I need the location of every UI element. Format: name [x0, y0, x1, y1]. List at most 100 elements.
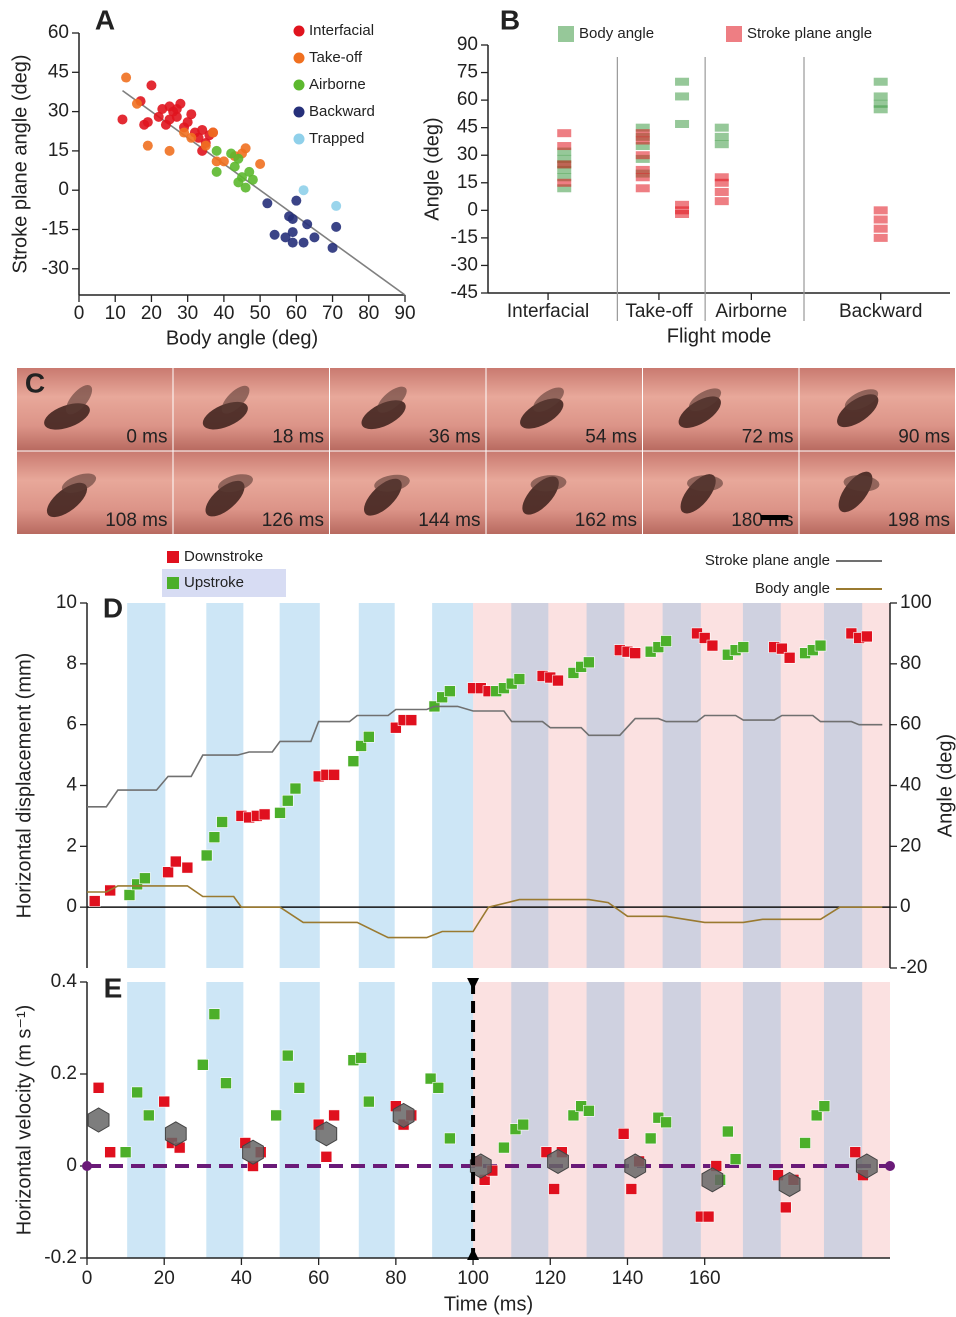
data-point: [240, 143, 251, 154]
data-point: [270, 1109, 282, 1122]
data-point: [208, 127, 219, 138]
data-point: [328, 769, 340, 781]
upstroke-band: [823, 982, 863, 1258]
y-tick-label: 30: [48, 101, 69, 122]
data-point: [557, 178, 572, 187]
y-tick-label: 60: [457, 89, 478, 110]
data-point: [698, 632, 711, 644]
x-tick-label: 80: [358, 303, 379, 324]
data-point: [216, 816, 228, 828]
video-frame: [643, 451, 799, 534]
legend-label: Backward: [309, 103, 375, 120]
data-point: [548, 1183, 560, 1195]
angle-line: [87, 885, 883, 939]
wing: [377, 386, 407, 413]
data-point: [211, 156, 222, 167]
data-point: [274, 807, 286, 819]
data-point: [281, 794, 294, 807]
data-point: [390, 721, 402, 734]
legend-highlight: [162, 569, 286, 597]
upstroke-band: [742, 982, 781, 1258]
data-point: [169, 855, 182, 868]
data-point: [436, 691, 448, 704]
angle-line: [87, 705, 883, 808]
data-point: [557, 147, 572, 156]
video-frame: [486, 451, 642, 534]
data-point: [557, 165, 572, 174]
frame-time: 126 ms: [262, 510, 324, 531]
legend-marker: [293, 79, 305, 91]
data-point: [660, 635, 672, 647]
data-point: [269, 229, 280, 240]
stroke-mean: [469, 1153, 492, 1179]
upstroke-band: [432, 982, 474, 1258]
data-point: [557, 184, 572, 193]
stroke-mean: [392, 1102, 415, 1128]
data-point: [498, 1141, 510, 1154]
data-point: [162, 866, 174, 878]
data-point: [171, 103, 182, 114]
data-point: [208, 1008, 221, 1021]
y-tick-label: -45: [451, 282, 478, 303]
data-point: [557, 154, 572, 163]
wing: [687, 475, 723, 492]
y-tick-label: 90: [457, 34, 478, 55]
data-point: [635, 184, 650, 193]
y-tick-label: -30: [451, 254, 478, 275]
data-point: [240, 182, 251, 193]
x-tick-label: Airborne: [715, 301, 787, 322]
wing: [533, 387, 564, 412]
y-tick-label: 30: [457, 144, 478, 165]
data-point: [328, 1109, 340, 1122]
y-tick-label: 75: [457, 62, 478, 83]
axis-title: Horizontal displacement (mm): [13, 653, 35, 919]
upstroke-band: [358, 982, 395, 1258]
data-point: [567, 667, 580, 679]
y-tick-label: -0.2: [44, 1247, 77, 1268]
data-point: [200, 849, 213, 862]
x-tick-label: 70: [322, 303, 343, 324]
data-point: [629, 647, 642, 659]
y-tick-label: 2: [66, 835, 77, 856]
frame-time: 54 ms: [585, 427, 637, 448]
frame-time: 36 ms: [429, 427, 481, 448]
video-frame: [799, 368, 955, 451]
stroke-mean: [164, 1121, 187, 1147]
data-point: [363, 1095, 375, 1108]
data-point: [197, 124, 208, 135]
y-tick-label: 45: [457, 117, 478, 138]
stroke-mean: [242, 1139, 264, 1165]
data-point: [211, 145, 222, 156]
data-point: [814, 639, 827, 652]
y-tick-label: 0: [66, 1155, 77, 1176]
data-point: [517, 1118, 530, 1131]
data-point: [298, 237, 309, 248]
frame-time: 18 ms: [272, 427, 324, 448]
data-point: [331, 200, 342, 211]
data-point: [355, 740, 367, 752]
data-point: [186, 132, 197, 143]
data-point: [287, 237, 298, 248]
data-point: [557, 129, 572, 138]
data-point: [635, 129, 650, 138]
upstroke-band: [511, 982, 549, 1258]
legend-label: Trapped: [309, 130, 364, 147]
data-point: [131, 98, 142, 109]
video-frame: [799, 451, 955, 534]
legend-marker: [167, 551, 179, 563]
x-tick-label: 160: [689, 1268, 721, 1289]
x-tick-label: 40: [231, 1268, 252, 1289]
zero-reference-end: [885, 1161, 895, 1171]
data-point: [714, 173, 729, 182]
data-point: [289, 782, 302, 795]
legend-marker: [558, 26, 574, 42]
data-point: [309, 232, 320, 243]
y-tick-label: 4: [66, 775, 77, 796]
data-point: [714, 187, 729, 196]
y-tick-label: 60: [48, 22, 69, 43]
legend-label: Downstroke: [184, 548, 263, 565]
video-frame: [330, 368, 486, 451]
data-point: [583, 656, 595, 669]
data-point: [208, 831, 221, 844]
frame-time: 144 ms: [418, 510, 480, 531]
